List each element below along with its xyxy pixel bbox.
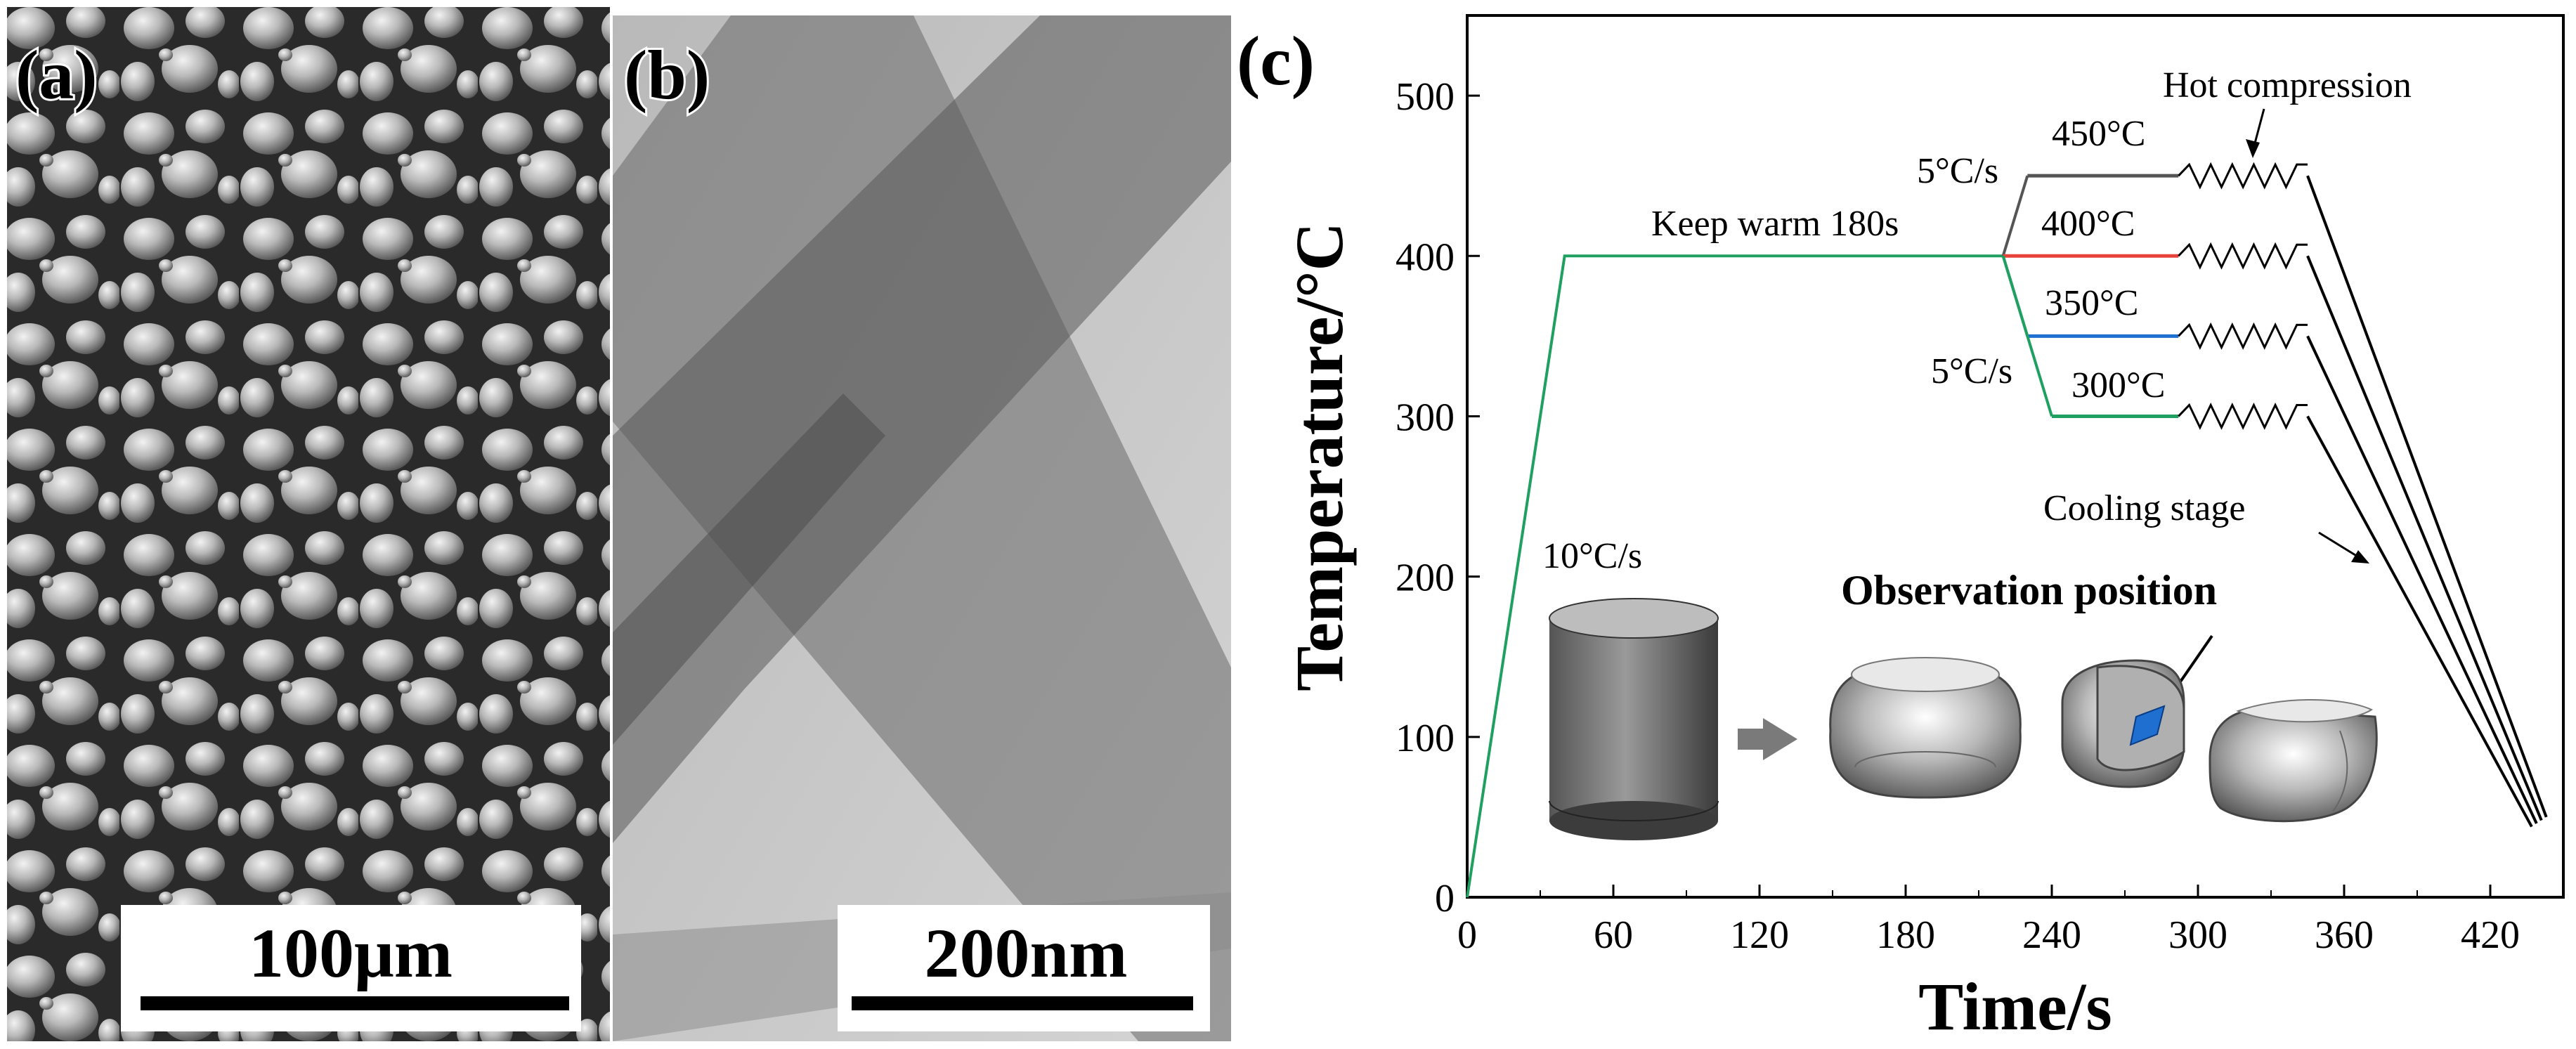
cut-specimen-left	[2061, 659, 2185, 788]
x-tick-label: 420	[2461, 913, 2520, 957]
x-axis-title: Time/s	[1918, 969, 2112, 1044]
series-cooling-300°C	[2306, 415, 2533, 828]
series-label-450: 450°C	[2052, 114, 2145, 154]
panel-a-label: (a)	[15, 36, 98, 114]
keep-warm-label: Keep warm 180s	[1651, 204, 1899, 244]
series-cooling-350°C	[2306, 335, 2538, 824]
series-common-heating	[1466, 254, 2003, 898]
series-transition-300°C	[2001, 255, 2053, 417]
y-tick-label: 100	[1396, 717, 1455, 760]
scale-bar-a	[141, 996, 569, 1010]
series-cooling-450°C	[2306, 175, 2548, 818]
x-tick-label: 180	[1876, 913, 1935, 957]
x-tick-label: 120	[1730, 913, 1789, 957]
hot-compression-arrow	[2246, 108, 2265, 158]
zigzag-450°C	[2178, 162, 2308, 190]
cooling-stage-label: Cooling stage	[2043, 488, 2245, 528]
y-tick-label: 300	[1396, 396, 1455, 439]
zigzag-300°C	[2178, 402, 2308, 430]
plot-frame	[1466, 14, 2565, 899]
zigzag-350°C	[2178, 322, 2308, 350]
x-tick-label: 60	[1594, 913, 1633, 957]
cooling-stage-arrow	[2318, 531, 2369, 563]
scale-bar-text-b: 200nm	[925, 914, 1128, 992]
hot-compression-zigzags	[2178, 162, 2308, 430]
process-arrow	[1738, 718, 1797, 760]
sem-image	[7, 7, 610, 1041]
axes: 0 60 120 180 240 300 360 420 0 100 200 300 400 500	[1396, 75, 2520, 957]
rate-down-label: 5°C/s	[1931, 351, 2012, 391]
series-label-350: 350°C	[2045, 283, 2138, 323]
cut-specimen-right	[2209, 698, 2378, 823]
panel-a: (a) 100μm	[7, 7, 610, 1041]
x-tick-label: 0	[1457, 913, 1477, 957]
zigzag-400°C	[2178, 242, 2308, 270]
series-transition-450°C	[2001, 175, 2029, 256]
observation-area	[2129, 705, 2166, 746]
panel-c-label: (c)	[1237, 22, 1315, 100]
compressed-specimen	[1829, 657, 2022, 799]
specimen-illustration	[1549, 598, 2378, 840]
rate-up-label: 5°C/s	[1917, 151, 1998, 191]
y-axis-title: Temperature/°C	[1282, 222, 1357, 691]
cylinder-specimen	[1549, 598, 1719, 840]
series-label-400: 400°C	[2041, 204, 2135, 244]
heating-rate-label: 10°C/s	[1542, 536, 1642, 576]
y-tick-label: 500	[1396, 75, 1455, 119]
x-tick-label: 240	[2022, 913, 2081, 957]
series-label-300: 300°C	[2071, 365, 2165, 405]
x-tick-label: 360	[2315, 913, 2374, 957]
y-tick-label: 0	[1435, 877, 1455, 920]
y-tick-label: 400	[1396, 235, 1455, 279]
panel-c: (c) 0 60 120 180 240 300 360 420 0 100 200 300 400 50…	[1237, 14, 2565, 1044]
hot-compression-label: Hot compression	[2163, 65, 2412, 105]
series-layer	[1466, 174, 2548, 898]
y-tick-label: 200	[1396, 556, 1455, 600]
panel-b: (b) 200nm	[613, 15, 1231, 1041]
scale-bar-text-a: 100μm	[249, 914, 453, 992]
x-tick-label: 300	[2168, 913, 2227, 957]
panel-b-label: (b)	[624, 36, 710, 114]
series-cooling-400°C	[2306, 255, 2543, 821]
scale-bar-b	[852, 996, 1193, 1010]
observation-label: Observation position	[1841, 567, 2217, 613]
